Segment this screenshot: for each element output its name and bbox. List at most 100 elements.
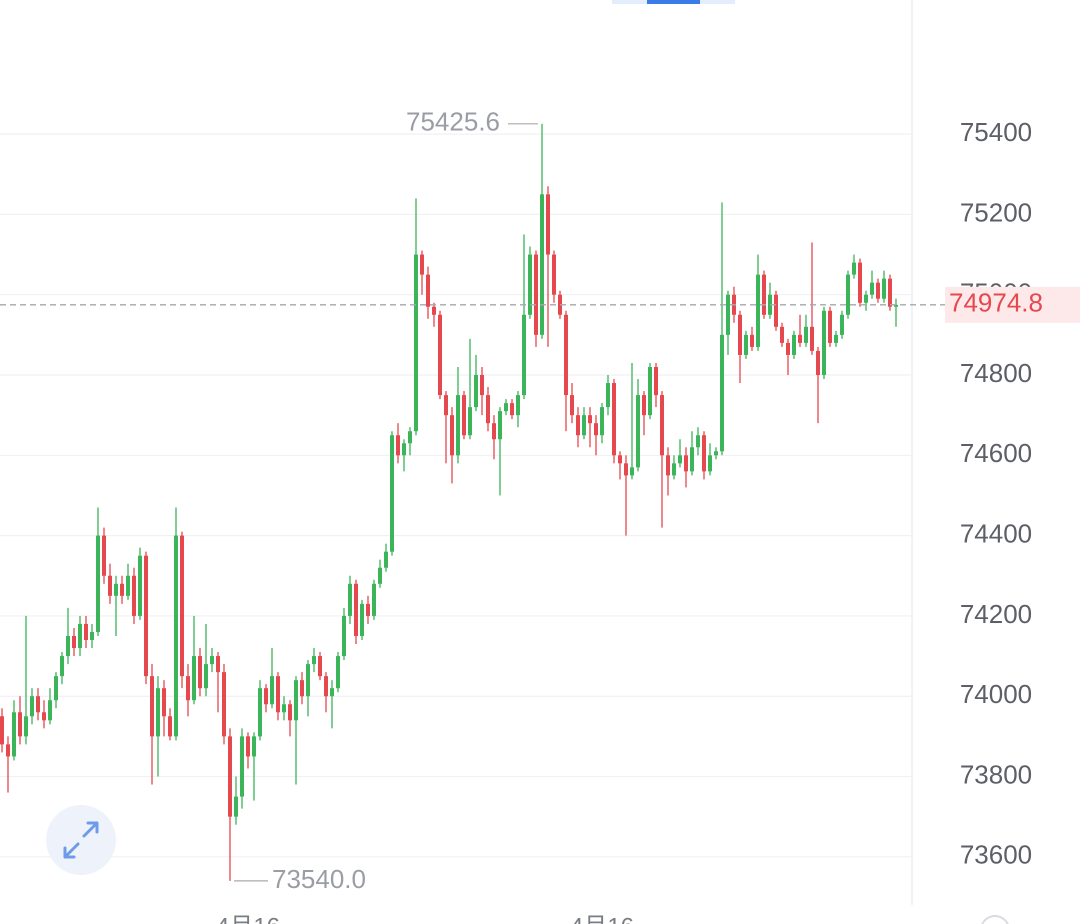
expand-button[interactable] xyxy=(46,805,116,875)
y-tick-label: 74400 xyxy=(960,518,1032,548)
candle-body xyxy=(492,423,496,440)
candle-body xyxy=(384,551,388,568)
candle-body xyxy=(510,403,514,416)
candle-body xyxy=(666,455,670,476)
candle-body xyxy=(48,700,52,721)
candle-body xyxy=(876,282,880,299)
candle-body xyxy=(252,736,256,757)
grid: 7360073800740007420074400746007480075000… xyxy=(0,117,1032,870)
candle-body xyxy=(516,395,520,416)
candle-body xyxy=(456,395,460,456)
candle-body xyxy=(570,395,574,416)
candle-body xyxy=(636,395,640,468)
expand-icon[interactable] xyxy=(63,821,99,859)
overlay: 4月16 4月16 75425.6 73540.0 74974.8 xyxy=(0,107,1080,924)
candle-body xyxy=(834,334,838,343)
candle-body xyxy=(288,704,292,721)
tab-indicator xyxy=(647,0,700,4)
candle-body xyxy=(72,635,76,649)
candle-body xyxy=(354,583,358,636)
y-tick-label: 74200 xyxy=(960,599,1032,629)
candle-body xyxy=(342,615,346,657)
candle-body xyxy=(648,366,652,416)
candle-body xyxy=(336,656,340,689)
candle-body xyxy=(720,334,724,452)
candle-body xyxy=(60,656,64,677)
candle-body xyxy=(630,467,634,476)
candle-body xyxy=(798,334,802,343)
settings-button[interactable] xyxy=(981,915,1009,924)
candle-body xyxy=(270,676,274,705)
candle-body xyxy=(750,334,754,347)
candle-body xyxy=(54,676,58,701)
candle-body xyxy=(0,716,4,745)
candle-body xyxy=(828,310,832,343)
candle-body xyxy=(192,656,196,701)
candle-body xyxy=(528,254,532,315)
candle-body xyxy=(468,407,472,436)
candle-body xyxy=(864,294,868,303)
candle-body xyxy=(420,254,424,275)
candle-body xyxy=(282,704,286,713)
candle-body xyxy=(84,623,88,641)
candle-body xyxy=(450,415,454,456)
candle-body xyxy=(402,443,406,456)
candle-body xyxy=(318,656,322,677)
y-tick-label: 75400 xyxy=(960,117,1032,147)
candle-body xyxy=(330,688,334,697)
candle-body xyxy=(690,447,694,472)
candle-body xyxy=(66,635,70,657)
candle-body xyxy=(138,555,142,616)
candle-body xyxy=(108,575,112,596)
candle-body xyxy=(204,664,208,689)
expand-button-bg[interactable] xyxy=(46,805,116,875)
last-price-label: 74974.8 xyxy=(949,288,1043,318)
candle-body xyxy=(126,575,130,596)
candle-body xyxy=(774,294,778,327)
candle-body xyxy=(894,304,898,307)
candle-body xyxy=(504,403,508,412)
candle-body xyxy=(600,407,604,436)
candle-body xyxy=(24,716,28,737)
candle-body xyxy=(168,716,172,737)
x-tick-label: 4月16 xyxy=(216,913,280,924)
candle-body xyxy=(882,278,886,299)
candle-body xyxy=(228,736,232,817)
candle-body xyxy=(546,194,550,255)
candle-body xyxy=(366,603,370,616)
candle-body xyxy=(804,326,808,343)
candle-body xyxy=(18,712,22,737)
candle-body xyxy=(726,294,730,335)
candle-body xyxy=(216,656,220,673)
candle-body xyxy=(612,383,616,456)
candle-body xyxy=(144,555,148,677)
candle-body xyxy=(222,672,226,737)
candle-body xyxy=(120,583,124,596)
candle-body xyxy=(810,326,814,351)
candle-body xyxy=(30,696,34,717)
candle-body xyxy=(42,712,46,721)
y-tick-label: 75200 xyxy=(960,197,1032,227)
candle-body xyxy=(150,676,154,737)
candle-body xyxy=(642,395,646,416)
candle-body xyxy=(564,314,568,396)
candle-body xyxy=(300,680,304,697)
candle-body xyxy=(708,455,712,472)
candle-body xyxy=(174,535,178,737)
candle-body xyxy=(180,535,184,677)
candle-body xyxy=(576,415,580,436)
candle-body xyxy=(462,395,466,436)
candle-body xyxy=(246,736,250,757)
candle-body xyxy=(90,631,94,641)
candle-body xyxy=(6,744,10,757)
candle-body xyxy=(114,583,118,596)
x-tick-label: 4月16 xyxy=(570,913,634,924)
candle-body xyxy=(522,314,526,396)
y-tick-label: 74600 xyxy=(960,438,1032,468)
candle-body xyxy=(360,603,364,636)
candle-body xyxy=(540,194,544,335)
candle-body xyxy=(306,664,310,697)
candle-body xyxy=(624,463,628,476)
candle-body xyxy=(474,375,478,408)
